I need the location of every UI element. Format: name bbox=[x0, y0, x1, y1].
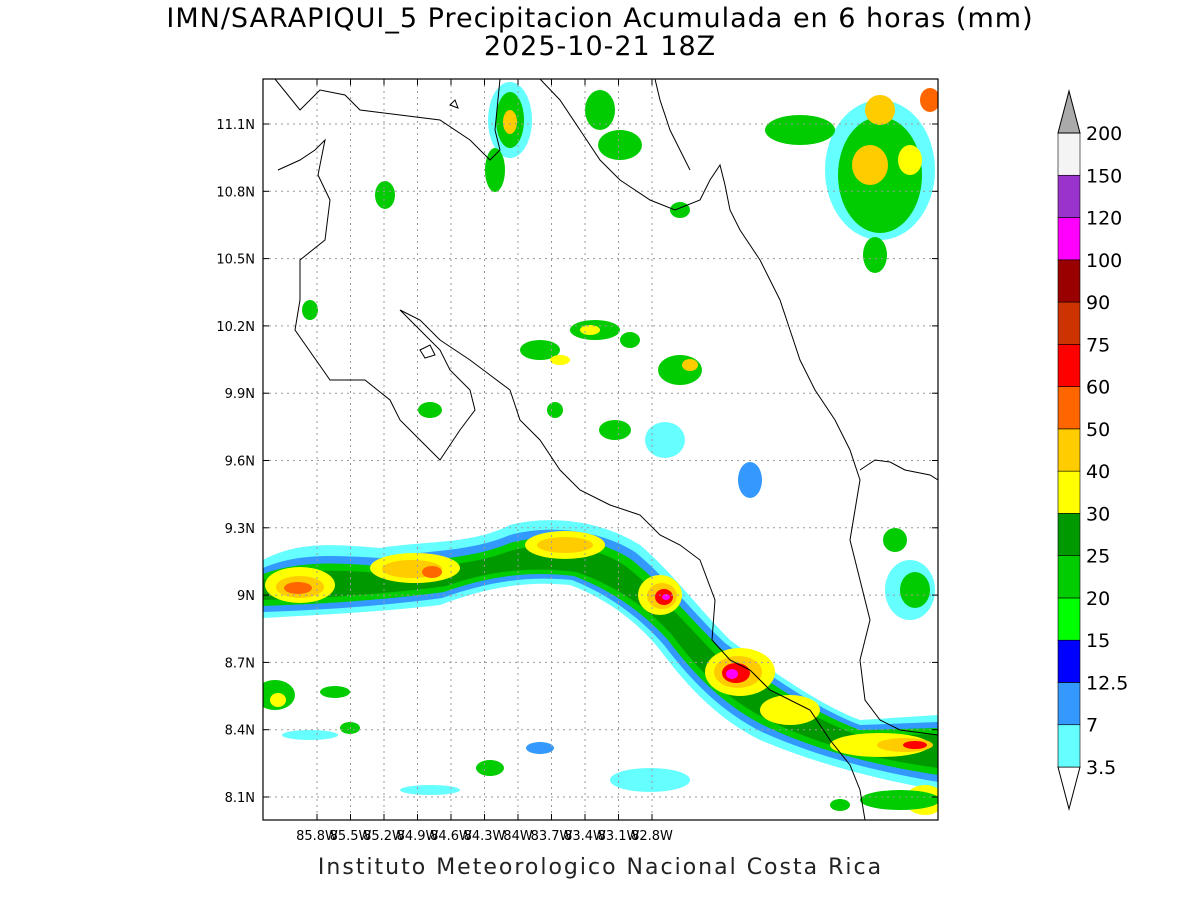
colorbar-label: 40 bbox=[1086, 461, 1110, 483]
colorbar-label: 120 bbox=[1086, 208, 1122, 230]
colorbar-segment bbox=[1057, 259, 1081, 303]
lon-tick-label: 82.8W bbox=[631, 829, 673, 844]
lat-tick-label: 10.8N bbox=[216, 185, 255, 200]
colorbar-segment bbox=[1057, 724, 1081, 768]
colorbar-segment bbox=[1057, 470, 1081, 514]
colorbar-segment bbox=[1057, 174, 1081, 218]
lat-axis: 11.1N 10.8N 10.5N 10.2N 9.9N 9.6N 9.3N 9N 8.7N 8.… bbox=[216, 118, 938, 806]
colorbar-label: 3.5 bbox=[1086, 757, 1116, 779]
lon-tick-label: 85.8W bbox=[296, 829, 338, 844]
lat-tick-label: 10.2N bbox=[216, 320, 255, 335]
colorbar-label: 25 bbox=[1086, 546, 1110, 568]
lon-tick-label: 85.5W bbox=[330, 829, 372, 844]
colorbar-label: 30 bbox=[1086, 503, 1110, 525]
lon-tick-label: 83.1W bbox=[598, 829, 640, 844]
colorbar-max-arrow bbox=[1057, 89, 1081, 134]
colorbar-label: 12.5 bbox=[1086, 672, 1128, 694]
colorbar-min-arrow bbox=[1057, 766, 1081, 811]
lon-tick-label: 83.7W bbox=[531, 829, 573, 844]
colorbar-label: 75 bbox=[1086, 334, 1110, 356]
colorbar-segment bbox=[1057, 597, 1081, 641]
map-title: IMN/SARAPIQUI_5 Precipitacion Acumulada … bbox=[166, 3, 1034, 34]
lat-tick-label: 9N bbox=[237, 589, 255, 604]
colorbar-label: 90 bbox=[1086, 292, 1110, 314]
colorbar-segment bbox=[1057, 513, 1081, 556]
lon-axis: 85.8W85.5W85.2W84.9W84.6W84.3W84W83.7W83… bbox=[296, 79, 673, 844]
lat-tick-label: 8.1N bbox=[225, 791, 255, 806]
colorbar-label: 20 bbox=[1086, 588, 1110, 610]
lon-tick-label: 84W bbox=[503, 829, 533, 844]
lon-tick-label: 84.6W bbox=[430, 829, 472, 844]
colorbar-segment bbox=[1057, 217, 1081, 261]
colorbar-segment bbox=[1057, 344, 1081, 387]
precip-field bbox=[263, 82, 938, 815]
lat-tick-label: 9.9N bbox=[225, 387, 255, 402]
map-date: 2025-10-21 18Z bbox=[483, 31, 717, 62]
colorbar-segment bbox=[1057, 301, 1081, 345]
colorbar-segment bbox=[1057, 555, 1081, 599]
lat-tick-label: 9.6N bbox=[225, 455, 255, 470]
colorbar-segment bbox=[1057, 428, 1081, 472]
footer-credit: Instituto Meteorologico Nacional Costa R… bbox=[317, 855, 884, 880]
lon-tick-label: 83.4W bbox=[564, 829, 606, 844]
lat-tick-label: 9.3N bbox=[225, 522, 255, 537]
colorbar-label: 60 bbox=[1086, 377, 1110, 399]
colorbar-segment bbox=[1057, 132, 1081, 176]
lat-tick-label: 8.7N bbox=[225, 656, 255, 671]
map-frame bbox=[262, 78, 939, 821]
colorbar-segment bbox=[1057, 386, 1081, 430]
colorbar-label: 15 bbox=[1086, 630, 1110, 652]
lon-tick-label: 84.3W bbox=[464, 829, 506, 844]
colorbar-label: 7 bbox=[1086, 715, 1098, 737]
colorbar: 3.5 7 12.5 15 20 25 30 40 50 60 75 90 100 120 150 200 bbox=[1057, 89, 1128, 811]
lon-tick-label: 84.9W bbox=[397, 829, 439, 844]
colorbar-label: 150 bbox=[1086, 165, 1122, 187]
lat-tick-label: 10.5N bbox=[216, 253, 255, 268]
coastline bbox=[274, 79, 938, 820]
lon-tick-label: 85.2W bbox=[363, 829, 405, 844]
lat-tick-label: 11.1N bbox=[216, 118, 255, 133]
colorbar-label: 50 bbox=[1086, 419, 1110, 441]
colorbar-label: 100 bbox=[1086, 250, 1122, 272]
lat-tick-label: 8.4N bbox=[225, 724, 255, 739]
colorbar-label: 200 bbox=[1086, 123, 1122, 145]
colorbar-segment bbox=[1057, 639, 1081, 683]
graticule bbox=[263, 79, 938, 820]
colorbar-segment bbox=[1057, 682, 1081, 726]
